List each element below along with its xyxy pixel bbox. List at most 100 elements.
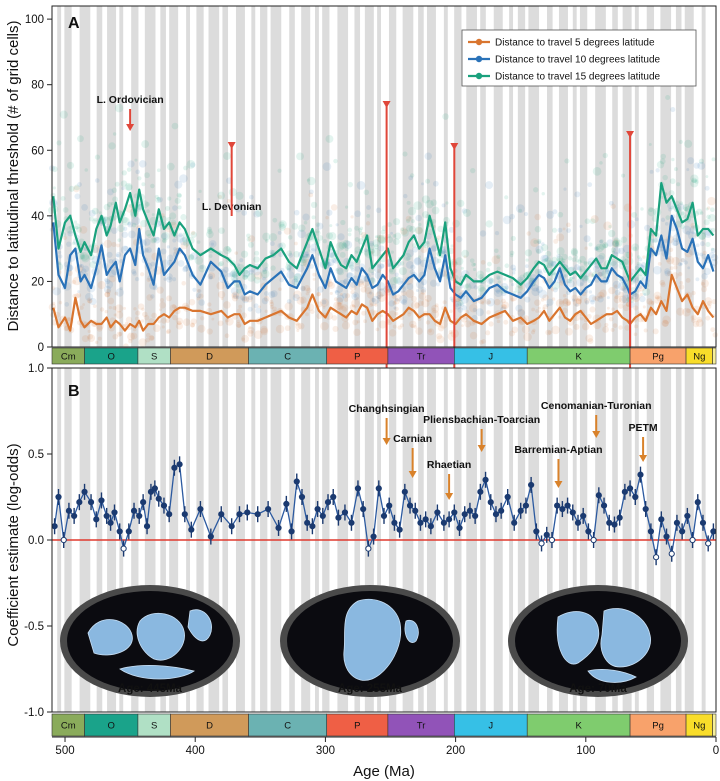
density-point	[613, 237, 620, 244]
density-point	[230, 274, 239, 282]
density-point	[125, 204, 134, 213]
density-point	[362, 279, 370, 287]
interval-band	[79, 6, 91, 347]
coefficient-point	[434, 509, 441, 516]
density-point	[604, 322, 609, 328]
density-point	[457, 299, 464, 306]
density-point	[475, 308, 484, 317]
density-point	[231, 272, 237, 278]
density-point	[321, 299, 327, 305]
density-point	[608, 286, 616, 295]
density-point	[377, 294, 386, 302]
density-point	[175, 322, 183, 330]
density-point	[218, 260, 225, 267]
density-point	[249, 194, 254, 200]
interval-band	[646, 6, 655, 347]
density-point	[312, 272, 317, 277]
period-label: C	[284, 721, 291, 732]
density-point	[268, 233, 278, 242]
density-point	[253, 330, 263, 340]
interval-band	[260, 6, 268, 347]
density-point	[642, 255, 646, 259]
density-point	[536, 238, 542, 244]
density-point	[322, 162, 332, 171]
density-point	[567, 279, 575, 288]
density-point	[562, 293, 567, 298]
density-point	[531, 284, 539, 292]
density-point	[697, 161, 706, 170]
density-point	[341, 292, 348, 299]
coefficient-point	[543, 531, 550, 538]
density-point	[515, 204, 525, 214]
density-point	[89, 297, 97, 306]
density-point	[622, 244, 631, 253]
panel-b-series	[51, 456, 717, 566]
density-point	[369, 309, 376, 316]
density-point	[437, 267, 442, 272]
density-point	[161, 231, 170, 241]
density-point	[515, 304, 523, 312]
density-point	[455, 303, 459, 307]
coefficient-point	[647, 528, 655, 535]
density-point	[80, 252, 89, 261]
density-point	[49, 227, 54, 232]
density-point	[354, 225, 360, 231]
density-point	[399, 261, 405, 266]
density-point	[546, 298, 554, 306]
density-point	[247, 306, 253, 312]
density-point	[347, 181, 354, 188]
period-label: Ng	[693, 352, 705, 363]
interval-band	[314, 6, 319, 347]
density-point	[350, 268, 355, 272]
density-point	[425, 320, 431, 325]
density-point	[287, 252, 293, 258]
density-point	[420, 278, 428, 286]
density-point	[704, 185, 710, 191]
density-point	[538, 289, 548, 299]
density-point	[298, 224, 306, 232]
density-point	[349, 264, 355, 270]
panel-a-label: A	[68, 15, 80, 32]
density-point	[547, 330, 553, 335]
density-point	[393, 276, 401, 284]
coefficient-point	[492, 511, 500, 518]
density-point	[371, 298, 376, 303]
density-point	[60, 195, 66, 201]
coefficient-point	[461, 511, 468, 518]
x-tick-label: 400	[186, 745, 205, 757]
density-point	[696, 208, 703, 215]
density-point	[174, 197, 181, 204]
density-point	[648, 207, 654, 213]
density-point	[592, 296, 597, 301]
density-point	[701, 230, 706, 234]
density-point	[262, 262, 269, 269]
density-point	[424, 152, 432, 160]
density-point	[526, 231, 531, 236]
density-point	[395, 294, 403, 302]
density-point	[73, 220, 78, 224]
density-point	[331, 314, 338, 321]
density-point	[562, 307, 569, 314]
density-point	[165, 318, 171, 324]
coefficient-point	[65, 507, 73, 514]
density-point	[223, 246, 232, 255]
coefficient-point	[283, 500, 290, 507]
coefficient-point	[417, 519, 424, 526]
coefficient-point	[600, 502, 608, 509]
density-point	[457, 298, 461, 302]
density-point	[393, 306, 397, 310]
density-point	[338, 241, 347, 250]
density-point	[235, 322, 242, 328]
density-point	[72, 276, 82, 286]
density-point	[408, 216, 412, 220]
density-point	[177, 260, 185, 267]
density-point	[66, 316, 71, 322]
annotation-arrow-head	[477, 445, 486, 452]
density-point	[305, 291, 310, 296]
density-point	[97, 336, 102, 341]
density-point	[232, 293, 238, 299]
density-point	[147, 233, 152, 239]
density-point	[545, 329, 552, 336]
density-point	[343, 297, 349, 302]
density-point	[584, 275, 590, 281]
